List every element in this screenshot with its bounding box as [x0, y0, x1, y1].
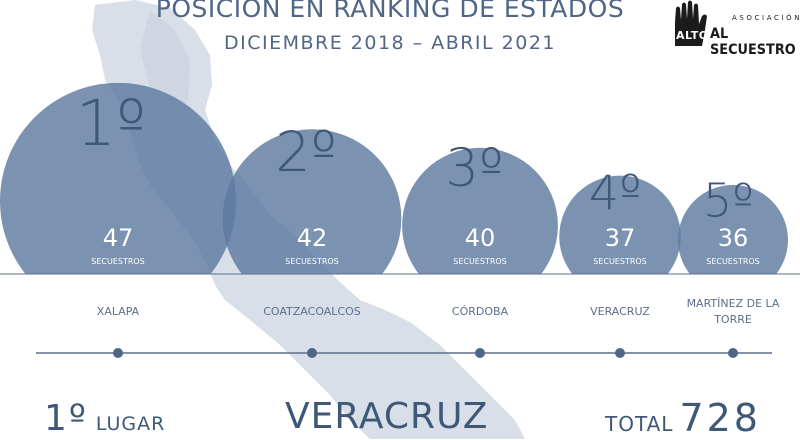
bubble-unit-4: SECUESTROS — [593, 257, 647, 266]
bubble-rank-2: 2º — [275, 120, 337, 185]
timeline-dot-4 — [615, 348, 625, 358]
timeline-dot-2 — [307, 348, 317, 358]
footer-place: 1º LUGAR — [44, 398, 165, 439]
bubble-3 — [402, 147, 558, 274]
bubble-5 — [678, 184, 788, 274]
bubble-value-2: 42 — [297, 224, 328, 252]
bubble-value-3: 40 — [465, 224, 496, 252]
raised-hand-icon — [675, 0, 707, 46]
total-label: TOTAL — [605, 412, 674, 436]
bubble-rank-3: 3º — [446, 138, 504, 199]
category-label-3: CÓRDOBA — [452, 305, 509, 318]
timeline-dot-1 — [113, 348, 123, 358]
bubble-4 — [559, 175, 681, 274]
bubble-value-1: 47 — [103, 224, 134, 252]
bubble-value-5: 36 — [718, 224, 749, 252]
bubble-1 — [0, 82, 236, 274]
timeline-dots — [113, 348, 738, 358]
place-number: 1º — [44, 398, 88, 439]
logo-asociacion: ASOCIACIÓN — [732, 14, 800, 22]
logo-name: AL SECUESTRO — [710, 26, 796, 58]
category-label-1: XALAPA — [97, 305, 140, 318]
page-title: POSICIÓN EN RANKING DE ESTADOS — [155, 0, 625, 23]
place-label: LUGAR — [95, 413, 166, 435]
category-label-2: COATZACOALCOS — [263, 305, 361, 318]
timeline-dot-3 — [475, 348, 485, 358]
timeline-dot-5 — [728, 348, 738, 358]
map-silhouette — [92, 0, 525, 439]
page-subtitle: DICIEMBRE 2018 – ABRIL 2021 — [223, 32, 557, 54]
bubble-series: 1º 47 SECUESTROS 2º 42 SECUESTROS 3º 40 SECUESTR… — [0, 82, 788, 274]
logo-alto: ALTO — [676, 29, 709, 42]
bubble-unit-3: SECUESTROS — [453, 257, 507, 266]
bubble-value-4: 37 — [605, 224, 636, 252]
logo: ALTO ASOCIACIÓN AL SECUESTRO — [672, 0, 800, 58]
bubble-unit-1: SECUESTROS — [91, 257, 145, 266]
category-labels: XALAPA COATZACOALCOS CÓRDOBA VERACRUZ MARTÍN… — [97, 297, 780, 326]
bubble-rank-1: 1º — [76, 87, 146, 161]
footer-total: TOTAL 728 — [605, 396, 761, 440]
bubble-unit-2: SECUESTROS — [285, 257, 339, 266]
total-value: 728 — [679, 396, 761, 440]
footer-state: VERACRUZ — [285, 396, 489, 437]
category-label-4: VERACRUZ — [590, 305, 650, 318]
bubble-2 — [222, 129, 402, 274]
category-label-5: MARTÍNEZ DE LA TORRE — [687, 297, 780, 326]
bubble-rank-5: 5º — [703, 173, 754, 227]
bubble-unit-5: SECUESTROS — [706, 257, 760, 266]
bubble-rank-4: 4º — [589, 166, 642, 221]
